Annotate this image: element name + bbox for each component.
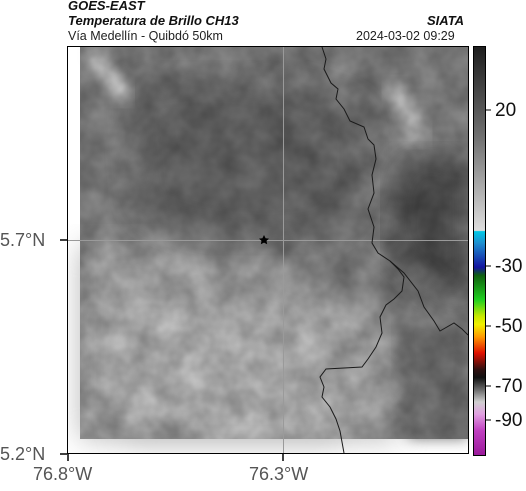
organization-label: SIATA <box>427 13 465 28</box>
latitude-label-north: 5.7°N <box>0 230 46 250</box>
colorbar-label-minus90: -90 <box>495 410 523 431</box>
longitude-label-east: 76.3°W <box>249 464 309 484</box>
colorbar-label-minus70: -70 <box>495 376 523 397</box>
region-label: Vía Medellín - Quibdó 50km <box>68 29 223 43</box>
colorbar-label-20: 20 <box>495 100 517 121</box>
star-icon <box>259 235 269 245</box>
brightness-temperature-image <box>68 47 468 453</box>
datetime-label: 2024-03-02 09:29 <box>356 29 455 43</box>
colorbar <box>473 46 486 456</box>
colorbar-label-minus30: -30 <box>495 256 523 277</box>
latitude-label-south: 5.2°N <box>0 444 46 464</box>
colorbar-gradient <box>474 47 485 455</box>
satellite-map <box>67 46 469 454</box>
border-line-east <box>389 260 468 336</box>
longitude-label-west: 76.8°W <box>33 464 93 484</box>
satellite-title: GOES-EAST <box>68 0 145 13</box>
product-title: Temperatura de Brillo CH13 <box>68 13 239 28</box>
colorbar-label-minus50: -50 <box>495 316 523 337</box>
